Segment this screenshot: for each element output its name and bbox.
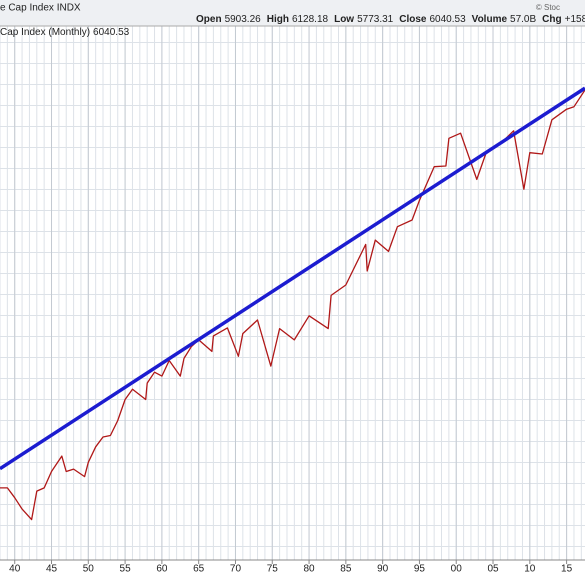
x-tick-label: 40 <box>9 564 21 575</box>
x-tick-label: 90 <box>377 564 389 575</box>
chart-title: e Cap Index INDX <box>0 3 81 14</box>
legend: Cap Index (Monthly) 6040.53 <box>0 27 130 38</box>
quote-label: Volume <box>472 14 508 25</box>
quote-value: 6128.18 <box>292 14 329 25</box>
legend-value: 6040.53 <box>93 27 130 38</box>
legend-name: Cap Index (Monthly) <box>0 27 90 38</box>
x-tick-label: 10 <box>524 564 536 575</box>
quote-label: Close <box>399 14 427 25</box>
plot-area <box>0 26 585 560</box>
quote-value: 5773.31 <box>357 14 394 25</box>
x-tick-label: 80 <box>303 564 315 575</box>
x-tick-label: 70 <box>230 564 242 575</box>
header-bar <box>0 0 585 26</box>
quote-value: +158.9 <box>565 14 585 25</box>
x-tick-label: 75 <box>267 564 279 575</box>
x-tick-label: 15 <box>561 564 573 575</box>
quote-value: 5903.26 <box>225 14 262 25</box>
quote-line: Open 5903.26 High 6128.18 Low 5773.31 Close 604… <box>196 14 585 25</box>
quote-value: 6040.53 <box>429 14 466 25</box>
watermark: © Stoc <box>536 3 560 12</box>
quote-value: 57.0B <box>510 14 536 25</box>
x-tick-label: 95 <box>414 564 426 575</box>
trend-line <box>0 86 585 471</box>
quote-label: Open <box>196 14 222 25</box>
x-tick-label: 65 <box>193 564 205 575</box>
x-tick-label: 50 <box>83 564 95 575</box>
quote-label: High <box>267 14 289 25</box>
x-tick-label: 60 <box>156 564 168 575</box>
quote-label: Chg <box>542 14 561 25</box>
x-tick-label: 45 <box>46 564 58 575</box>
quote-label: Low <box>334 14 354 25</box>
x-tick-label: 05 <box>487 564 499 575</box>
x-tick-label: 85 <box>340 564 352 575</box>
x-tick-label: 55 <box>120 564 132 575</box>
x-tick-label: 00 <box>451 564 463 575</box>
